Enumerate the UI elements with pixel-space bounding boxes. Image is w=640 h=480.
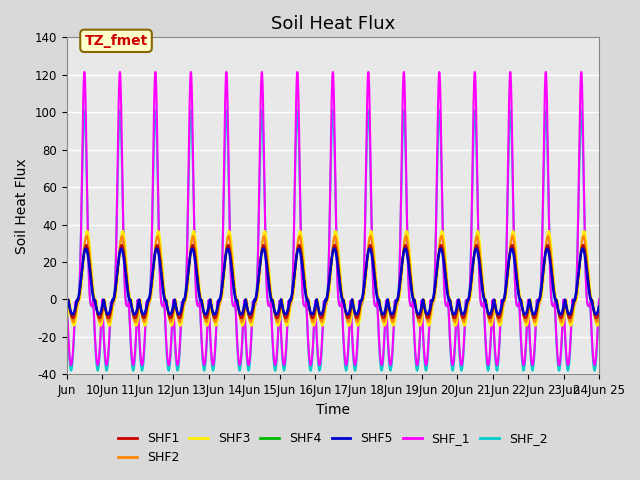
Line: SHF5: SHF5	[67, 249, 599, 314]
SHF_1	[452, 317, 460, 323]
SHF_1	[483, 350, 490, 356]
Line: SHF3: SHF3	[67, 231, 599, 326]
Line: SHF1: SHF1	[67, 245, 599, 318]
SHF1	[595, 308, 603, 313]
SHF3	[97, 323, 104, 329]
SHF4	[423, 314, 431, 320]
Title: Soil Heat Flux: Soil Heat Flux	[271, 15, 395, 33]
SHF3	[595, 319, 603, 324]
SHF_2	[483, 355, 490, 360]
SHF5	[452, 308, 460, 313]
SHF4	[63, 308, 70, 313]
SHF3	[159, 266, 166, 272]
SHF3	[452, 322, 460, 328]
SHF5	[423, 311, 431, 317]
SHF4	[273, 315, 281, 321]
SHF1	[423, 314, 431, 320]
SHF1	[483, 302, 490, 308]
SHF1	[260, 242, 268, 248]
SHF_2	[595, 297, 603, 302]
SHF1	[313, 298, 321, 303]
SHF4	[313, 298, 321, 303]
SHF_2	[423, 366, 431, 372]
SHF5	[595, 306, 602, 312]
SHF5	[63, 304, 70, 310]
SHF_2	[67, 368, 75, 373]
SHF_1	[159, 303, 166, 309]
Line: SHF_2: SHF_2	[67, 110, 599, 371]
SHF2	[452, 316, 460, 322]
SHF_1	[67, 362, 75, 368]
SHF2	[423, 316, 431, 322]
SHF5	[330, 246, 338, 252]
SHF5	[483, 303, 490, 309]
Line: SHF2: SHF2	[67, 236, 599, 322]
SHF4	[595, 310, 602, 316]
SHF3	[313, 305, 321, 311]
SHF3	[423, 316, 431, 322]
SHF2	[225, 233, 232, 239]
Line: SHF_1: SHF_1	[67, 72, 599, 365]
SHF1	[273, 315, 281, 321]
SHF2	[63, 312, 70, 318]
SHF5	[159, 282, 166, 288]
SHF_2	[63, 297, 70, 302]
SHF2	[313, 299, 321, 304]
X-axis label: Time: Time	[316, 403, 350, 417]
SHF_2	[159, 303, 166, 309]
SHF5	[595, 304, 603, 310]
SHF2	[595, 314, 602, 320]
SHF_1	[595, 297, 603, 302]
SHF4	[159, 277, 166, 283]
SHF_2	[313, 341, 321, 347]
SHF_1	[423, 360, 431, 366]
Legend: SHF1, SHF2, SHF3, SHF4, SHF5, SHF_1, SHF_2: SHF1, SHF2, SHF3, SHF4, SHF5, SHF_1, SHF…	[113, 427, 552, 469]
SHF3	[83, 228, 91, 234]
SHF1	[452, 312, 460, 318]
SHF4	[452, 312, 460, 318]
SHF4	[260, 242, 268, 248]
SHF2	[159, 273, 166, 278]
Text: TZ_fmet: TZ_fmet	[84, 34, 148, 48]
SHF4	[483, 302, 490, 308]
SHF5	[344, 312, 351, 317]
SHF2	[211, 319, 219, 325]
SHF2	[595, 312, 603, 318]
SHF_2	[81, 107, 88, 113]
Y-axis label: Soil Heat Flux: Soil Heat Flux	[15, 158, 29, 253]
SHF2	[483, 301, 490, 307]
SHF_1	[81, 69, 88, 75]
SHF3	[483, 299, 490, 305]
SHF_1	[63, 297, 70, 302]
SHF_2	[595, 309, 602, 315]
SHF1	[159, 277, 166, 283]
SHF_1	[595, 308, 602, 314]
SHF3	[63, 319, 70, 324]
SHF5	[313, 298, 321, 304]
SHF3	[595, 321, 602, 326]
SHF1	[63, 308, 70, 313]
SHF4	[595, 308, 603, 313]
SHF_2	[452, 319, 460, 324]
SHF_1	[313, 337, 321, 343]
Line: SHF4: SHF4	[67, 245, 599, 318]
SHF1	[595, 310, 602, 316]
